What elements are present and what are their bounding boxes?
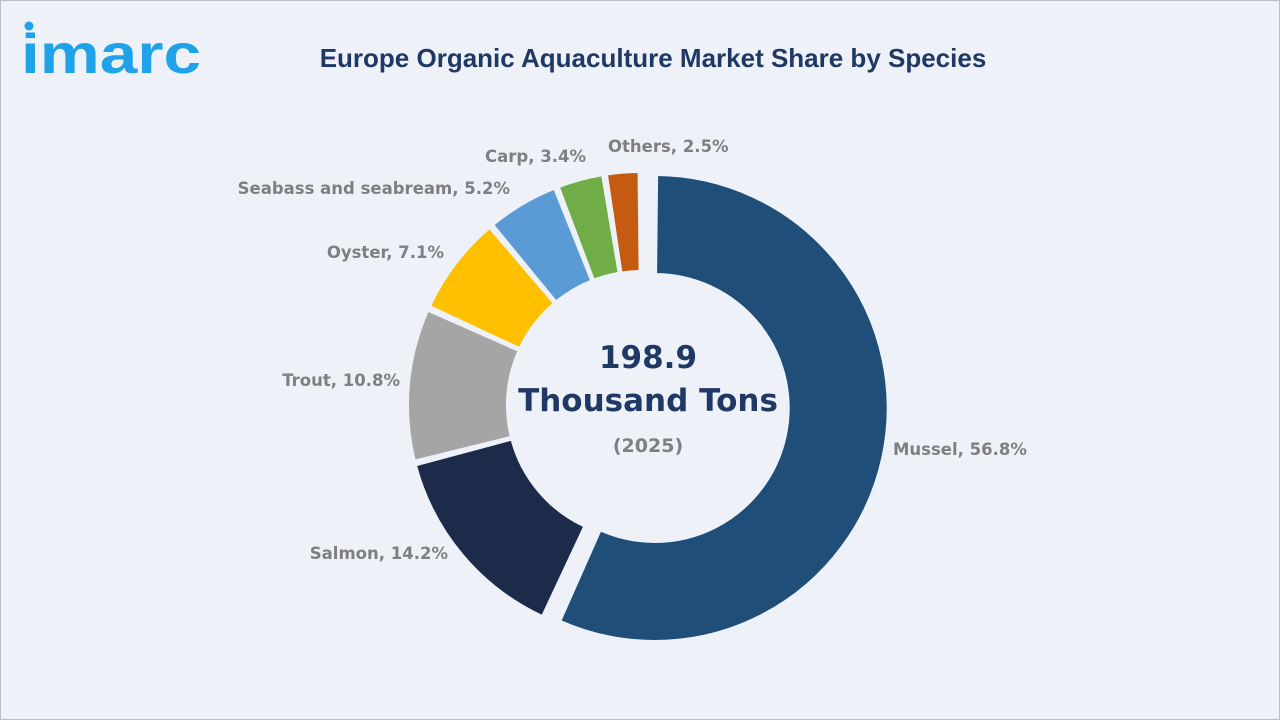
slice-others — [605, 171, 641, 274]
imarc-logo: imarc — [21, 21, 201, 85]
slice-trout — [407, 309, 520, 462]
label-seabass-and-seabream: Seabass and seabream, 5.2% — [238, 179, 511, 198]
slice-mussel — [559, 173, 889, 642]
label-salmon: Salmon, 14.2% — [310, 544, 449, 563]
center-year: (2025) — [613, 435, 683, 457]
center-unit: Thousand Tons — [518, 383, 778, 419]
label-mussel: Mussel, 56.8% — [893, 440, 1027, 459]
label-carp: Carp, 3.4% — [485, 147, 586, 166]
chart-title: Europe Organic Aquaculture Market Share … — [319, 43, 987, 73]
slice-salmon — [414, 438, 586, 618]
center-value: 198.9 — [599, 340, 697, 376]
slices-group — [407, 171, 889, 642]
slice-carp — [557, 174, 620, 281]
label-oyster: Oyster, 7.1% — [327, 243, 445, 262]
slice-seabass-and-seabream — [491, 187, 593, 303]
labels-group: Mussel, 56.8% Salmon, 14.2% Trout, 10.8% Oy… — [238, 137, 1028, 563]
label-trout: Trout, 10.8% — [282, 371, 400, 390]
label-others: Others, 2.5% — [608, 137, 729, 156]
logo-text: imarc — [21, 22, 201, 85]
slice-oyster — [428, 226, 556, 350]
logo-dot — [24, 21, 34, 31]
